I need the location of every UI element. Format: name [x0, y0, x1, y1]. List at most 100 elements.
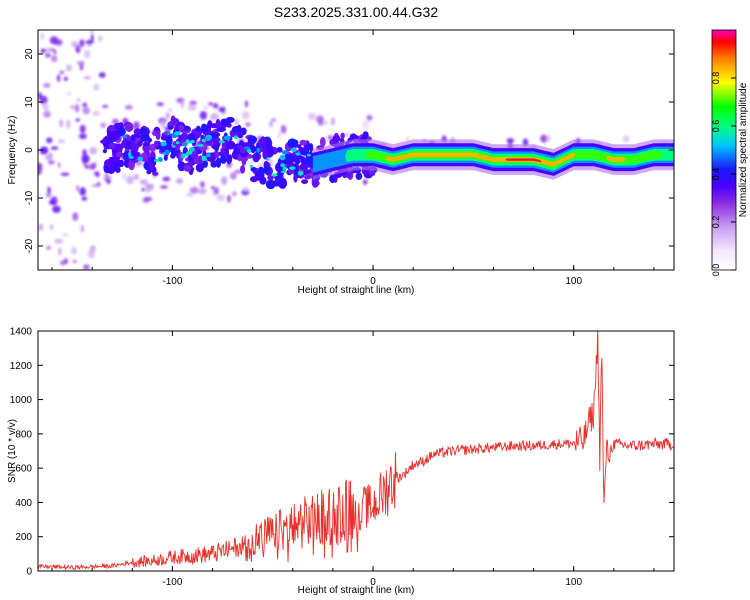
colorbar-gradient — [712, 30, 736, 270]
band-blob — [276, 146, 283, 153]
band-spot — [197, 143, 204, 147]
noise-blob — [95, 171, 100, 178]
noise-blob — [60, 172, 70, 176]
band-spot — [137, 156, 144, 162]
band-blob — [319, 137, 326, 147]
noise-blob — [278, 130, 282, 139]
band-spot — [218, 140, 225, 144]
band-blob — [210, 137, 220, 143]
band-blob — [237, 154, 242, 162]
noise-blob — [216, 194, 225, 201]
noise-blob — [362, 119, 370, 129]
noise-blob — [139, 179, 149, 185]
y-tick-label: 400 — [15, 498, 32, 509]
noise-blob — [76, 60, 85, 65]
noise-blob — [362, 179, 368, 185]
noise-blob — [79, 63, 84, 71]
band-spot — [164, 149, 170, 155]
noise-blob — [47, 186, 51, 195]
band-blob — [259, 146, 264, 153]
band-spot — [201, 138, 206, 143]
band-blob — [100, 139, 107, 144]
band-blob — [239, 148, 248, 154]
snr-ylabel: SNR (10 * v/v) — [7, 419, 18, 483]
band-spot — [204, 136, 212, 141]
noise-blob — [40, 48, 47, 53]
band-blob — [257, 167, 264, 178]
noise-blob — [122, 172, 126, 181]
noise-blob — [366, 114, 373, 121]
noise-blob — [198, 188, 207, 195]
band-blob — [215, 157, 222, 168]
y-tick-label: -20 — [24, 238, 35, 253]
noise-blob — [92, 110, 100, 116]
noise-blob — [46, 137, 53, 144]
band-blob — [226, 154, 232, 165]
band-blob — [129, 150, 138, 158]
noise-blob — [38, 92, 42, 100]
noise-blob — [546, 134, 551, 143]
noise-blob — [72, 259, 77, 264]
noise-blob — [85, 40, 94, 44]
noise-blob — [50, 146, 59, 151]
y-tick-label: 20 — [24, 48, 35, 60]
noise-blob — [47, 159, 55, 165]
noise-blob — [82, 149, 87, 157]
y-tick-label: 600 — [15, 464, 32, 475]
band-blob — [114, 143, 124, 152]
band-blob — [107, 124, 116, 132]
band-blob — [231, 126, 241, 133]
band-blob — [267, 175, 274, 181]
snr-series-line — [38, 331, 674, 571]
band-blob — [284, 153, 291, 163]
noise-blob — [71, 40, 78, 48]
band-blob — [252, 152, 260, 163]
band-spot — [189, 146, 195, 152]
y-tick-label: 1000 — [10, 395, 33, 406]
band-blob — [299, 139, 307, 146]
noise-blob — [39, 146, 49, 155]
band-spot — [281, 150, 289, 155]
band-blob — [263, 164, 271, 175]
noise-blob — [218, 106, 226, 113]
band-blob — [131, 143, 139, 151]
band-blob — [250, 144, 256, 154]
noise-blob — [540, 134, 548, 143]
noise-blob — [80, 224, 85, 233]
noise-blob — [175, 178, 184, 184]
band-blob — [178, 124, 185, 131]
colorbar-ticks: 0.0 0.2 0.4 0.6 0.8 — [711, 72, 736, 276]
noise-blob — [186, 192, 194, 198]
band-blob — [149, 161, 154, 173]
noise-blob — [66, 92, 72, 96]
noise-blob — [65, 64, 73, 72]
noise-blob — [622, 135, 630, 143]
noise-blob — [83, 264, 90, 270]
noise-blob — [91, 183, 101, 188]
band-spot — [201, 155, 207, 162]
y-tick-label: 200 — [15, 532, 32, 543]
x-tick-label: 100 — [565, 276, 582, 287]
noise-blob — [213, 187, 219, 195]
band-blob — [112, 129, 121, 141]
colorbar-tick-label: 0.8 — [711, 72, 721, 85]
band-blob — [250, 167, 257, 172]
band-spot — [272, 173, 278, 177]
noise-blob — [126, 175, 134, 185]
band-spot — [223, 135, 231, 141]
noise-blob — [43, 83, 51, 88]
band-spot — [246, 148, 252, 153]
band-blob — [309, 143, 314, 153]
band-spot — [186, 151, 193, 155]
x-tick-label: 0 — [370, 577, 376, 588]
band-blob — [213, 142, 220, 152]
band-blob — [225, 116, 235, 123]
band-blob — [152, 171, 159, 176]
noise-blob — [81, 196, 88, 201]
band-blob — [311, 177, 319, 188]
band-blob — [301, 179, 309, 185]
band-blob — [142, 141, 150, 147]
band-spot — [295, 152, 301, 156]
